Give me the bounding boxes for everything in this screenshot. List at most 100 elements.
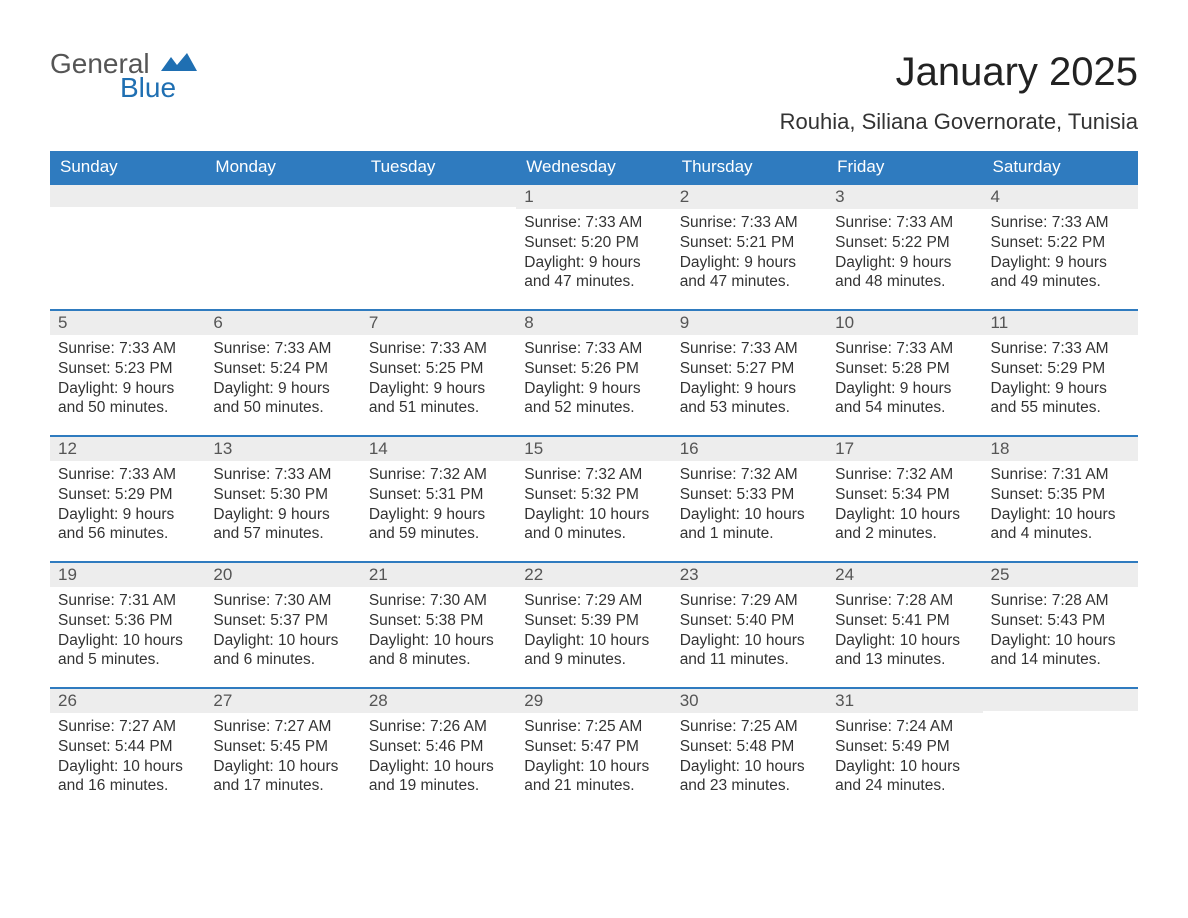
day-body: Sunrise: 7:25 AMSunset: 5:47 PMDaylight:… [516, 713, 671, 796]
sunset-line: Sunset: 5:29 PM [58, 485, 197, 505]
day-cell [361, 185, 516, 309]
day-cell: 30Sunrise: 7:25 AMSunset: 5:48 PMDayligh… [672, 689, 827, 813]
sunset-line: Sunset: 5:48 PM [680, 737, 819, 757]
sunrise-line: Sunrise: 7:31 AM [991, 465, 1130, 485]
sunrise-line: Sunrise: 7:33 AM [524, 213, 663, 233]
location-subtitle: Rouhia, Siliana Governorate, Tunisia [780, 109, 1138, 135]
sunrise-line: Sunrise: 7:30 AM [369, 591, 508, 611]
sunset-line: Sunset: 5:36 PM [58, 611, 197, 631]
day-number: 21 [361, 563, 516, 587]
day-number: 29 [516, 689, 671, 713]
day-cell: 28Sunrise: 7:26 AMSunset: 5:46 PMDayligh… [361, 689, 516, 813]
day-number: 28 [361, 689, 516, 713]
day-number: 3 [827, 185, 982, 209]
day-cell: 26Sunrise: 7:27 AMSunset: 5:44 PMDayligh… [50, 689, 205, 813]
day-body: Sunrise: 7:25 AMSunset: 5:48 PMDaylight:… [672, 713, 827, 796]
day-number: 9 [672, 311, 827, 335]
sunset-line: Sunset: 5:46 PM [369, 737, 508, 757]
day-body: Sunrise: 7:30 AMSunset: 5:37 PMDaylight:… [205, 587, 360, 670]
calendar-grid: SundayMondayTuesdayWednesdayThursdayFrid… [50, 151, 1138, 813]
day-number: 18 [983, 437, 1138, 461]
day-cell: 9Sunrise: 7:33 AMSunset: 5:27 PMDaylight… [672, 311, 827, 435]
sunrise-line: Sunrise: 7:33 AM [680, 213, 819, 233]
day-cell: 13Sunrise: 7:33 AMSunset: 5:30 PMDayligh… [205, 437, 360, 561]
sunset-line: Sunset: 5:32 PM [524, 485, 663, 505]
sunset-line: Sunset: 5:22 PM [991, 233, 1130, 253]
day-cell: 2Sunrise: 7:33 AMSunset: 5:21 PMDaylight… [672, 185, 827, 309]
daylight-line: Daylight: 10 hours and 17 minutes. [213, 757, 352, 797]
day-number: 1 [516, 185, 671, 209]
sunrise-line: Sunrise: 7:33 AM [524, 339, 663, 359]
day-cell: 6Sunrise: 7:33 AMSunset: 5:24 PMDaylight… [205, 311, 360, 435]
sunset-line: Sunset: 5:39 PM [524, 611, 663, 631]
daylight-line: Daylight: 9 hours and 48 minutes. [835, 253, 974, 293]
day-number [361, 185, 516, 207]
day-body: Sunrise: 7:33 AMSunset: 5:29 PMDaylight:… [50, 461, 205, 544]
day-number: 26 [50, 689, 205, 713]
sunset-line: Sunset: 5:44 PM [58, 737, 197, 757]
sunset-line: Sunset: 5:49 PM [835, 737, 974, 757]
sunrise-line: Sunrise: 7:33 AM [213, 465, 352, 485]
daylight-line: Daylight: 10 hours and 16 minutes. [58, 757, 197, 797]
day-body: Sunrise: 7:33 AMSunset: 5:25 PMDaylight:… [361, 335, 516, 418]
weekday-header-row: SundayMondayTuesdayWednesdayThursdayFrid… [50, 151, 1138, 183]
day-cell: 15Sunrise: 7:32 AMSunset: 5:32 PMDayligh… [516, 437, 671, 561]
day-body: Sunrise: 7:27 AMSunset: 5:44 PMDaylight:… [50, 713, 205, 796]
week-row: 12Sunrise: 7:33 AMSunset: 5:29 PMDayligh… [50, 435, 1138, 561]
day-cell: 18Sunrise: 7:31 AMSunset: 5:35 PMDayligh… [983, 437, 1138, 561]
sunrise-line: Sunrise: 7:32 AM [524, 465, 663, 485]
day-number: 30 [672, 689, 827, 713]
day-body: Sunrise: 7:28 AMSunset: 5:43 PMDaylight:… [983, 587, 1138, 670]
day-number: 22 [516, 563, 671, 587]
day-body: Sunrise: 7:29 AMSunset: 5:39 PMDaylight:… [516, 587, 671, 670]
sunset-line: Sunset: 5:23 PM [58, 359, 197, 379]
day-number: 25 [983, 563, 1138, 587]
day-body: Sunrise: 7:33 AMSunset: 5:22 PMDaylight:… [827, 209, 982, 292]
day-body: Sunrise: 7:33 AMSunset: 5:30 PMDaylight:… [205, 461, 360, 544]
day-body: Sunrise: 7:33 AMSunset: 5:27 PMDaylight:… [672, 335, 827, 418]
weekday-header: Thursday [672, 151, 827, 183]
day-cell: 11Sunrise: 7:33 AMSunset: 5:29 PMDayligh… [983, 311, 1138, 435]
sunrise-line: Sunrise: 7:33 AM [58, 339, 197, 359]
day-number: 12 [50, 437, 205, 461]
day-body: Sunrise: 7:30 AMSunset: 5:38 PMDaylight:… [361, 587, 516, 670]
daylight-line: Daylight: 9 hours and 57 minutes. [213, 505, 352, 545]
sunrise-line: Sunrise: 7:29 AM [680, 591, 819, 611]
day-number: 20 [205, 563, 360, 587]
day-number: 5 [50, 311, 205, 335]
day-number [50, 185, 205, 207]
title-block: January 2025 Rouhia, Siliana Governorate… [780, 50, 1138, 145]
day-body: Sunrise: 7:28 AMSunset: 5:41 PMDaylight:… [827, 587, 982, 670]
sunrise-line: Sunrise: 7:29 AM [524, 591, 663, 611]
sunset-line: Sunset: 5:43 PM [991, 611, 1130, 631]
sunrise-line: Sunrise: 7:33 AM [991, 339, 1130, 359]
day-cell [50, 185, 205, 309]
day-body: Sunrise: 7:33 AMSunset: 5:21 PMDaylight:… [672, 209, 827, 292]
weeks-container: 1Sunrise: 7:33 AMSunset: 5:20 PMDaylight… [50, 183, 1138, 813]
daylight-line: Daylight: 10 hours and 5 minutes. [58, 631, 197, 671]
daylight-line: Daylight: 9 hours and 55 minutes. [991, 379, 1130, 419]
sunrise-line: Sunrise: 7:28 AM [991, 591, 1130, 611]
sunrise-line: Sunrise: 7:30 AM [213, 591, 352, 611]
weekday-header: Saturday [983, 151, 1138, 183]
daylight-line: Daylight: 10 hours and 14 minutes. [991, 631, 1130, 671]
daylight-line: Daylight: 9 hours and 54 minutes. [835, 379, 974, 419]
sunset-line: Sunset: 5:47 PM [524, 737, 663, 757]
day-cell: 23Sunrise: 7:29 AMSunset: 5:40 PMDayligh… [672, 563, 827, 687]
sunset-line: Sunset: 5:45 PM [213, 737, 352, 757]
daylight-line: Daylight: 10 hours and 9 minutes. [524, 631, 663, 671]
day-body: Sunrise: 7:33 AMSunset: 5:24 PMDaylight:… [205, 335, 360, 418]
day-cell: 10Sunrise: 7:33 AMSunset: 5:28 PMDayligh… [827, 311, 982, 435]
day-number: 8 [516, 311, 671, 335]
day-number: 27 [205, 689, 360, 713]
day-cell: 5Sunrise: 7:33 AMSunset: 5:23 PMDaylight… [50, 311, 205, 435]
day-body: Sunrise: 7:31 AMSunset: 5:36 PMDaylight:… [50, 587, 205, 670]
day-number: 23 [672, 563, 827, 587]
sunrise-line: Sunrise: 7:33 AM [835, 213, 974, 233]
day-body: Sunrise: 7:29 AMSunset: 5:40 PMDaylight:… [672, 587, 827, 670]
brand-logo: General Blue [50, 50, 197, 102]
day-cell: 12Sunrise: 7:33 AMSunset: 5:29 PMDayligh… [50, 437, 205, 561]
day-cell: 31Sunrise: 7:24 AMSunset: 5:49 PMDayligh… [827, 689, 982, 813]
sunset-line: Sunset: 5:29 PM [991, 359, 1130, 379]
day-body: Sunrise: 7:33 AMSunset: 5:22 PMDaylight:… [983, 209, 1138, 292]
